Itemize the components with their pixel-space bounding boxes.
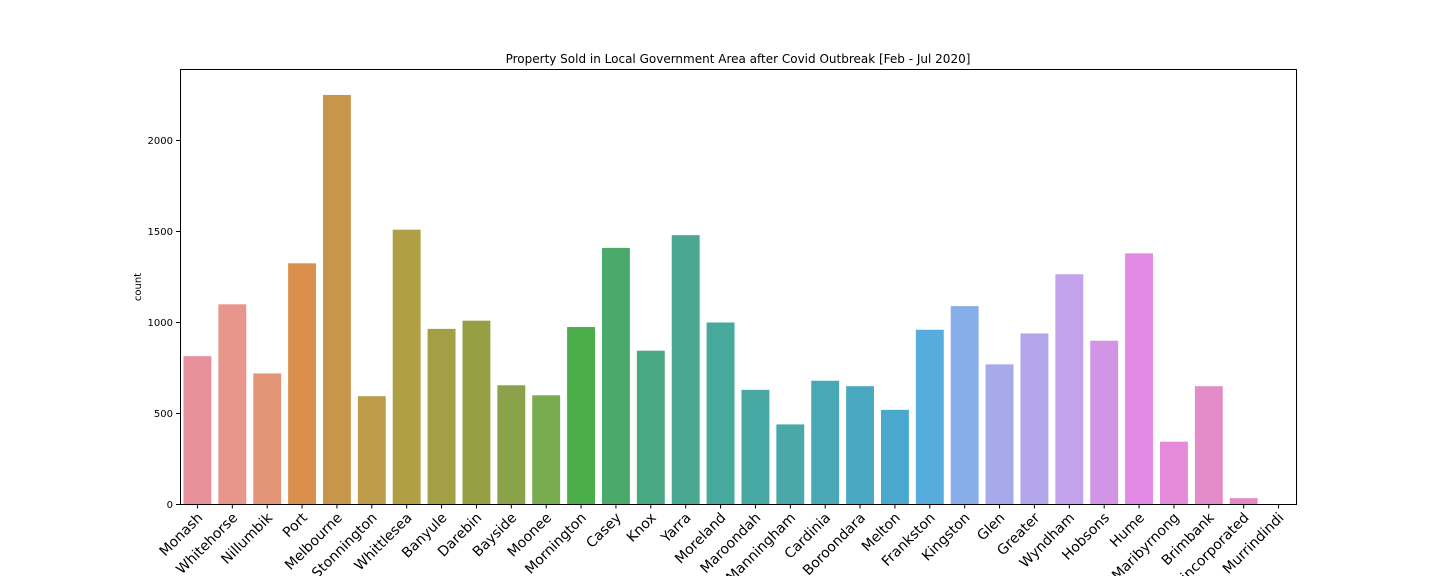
y-tick-label: 2000 — [148, 136, 173, 147]
bar-maroondah — [741, 389, 770, 505]
y-tick-label: 500 — [154, 409, 173, 420]
bar-monash — [183, 356, 212, 505]
bar-whittlesea — [392, 229, 421, 505]
bar-darebin — [462, 320, 491, 505]
x-tick-label-casey: Casey — [583, 510, 624, 551]
bar-glen — [985, 364, 1014, 505]
bars-group — [183, 94, 1258, 505]
bar-wyndham — [1055, 274, 1084, 505]
bar-moreland — [706, 322, 735, 505]
bar-cardinia — [811, 380, 840, 505]
bar-maribyrnong — [1159, 441, 1188, 505]
bar-kingston — [950, 306, 979, 505]
bar-brimbank — [1194, 386, 1223, 505]
y-tick-label: 0 — [167, 500, 173, 511]
bar-unincorporated — [1229, 498, 1258, 505]
bar-greater — [1020, 333, 1049, 505]
bar-hume — [1125, 253, 1154, 505]
bar-boroondara — [846, 386, 875, 505]
x-tick-label-knox: Knox — [624, 510, 660, 546]
bar-casey — [601, 247, 630, 505]
chart-title: Property Sold in Local Government Area a… — [506, 52, 971, 66]
bar-banyule — [427, 328, 456, 505]
plot-frame — [180, 69, 1297, 505]
bar-hobsons — [1090, 340, 1119, 505]
x-tick-label-port: Port — [280, 510, 311, 541]
bar-moonee — [532, 395, 561, 505]
bar-mornington — [567, 327, 596, 505]
bar-manningham — [776, 424, 805, 505]
y-tick-label: 1500 — [148, 227, 173, 238]
bar-port — [288, 263, 317, 505]
bar-melbourne — [322, 94, 351, 505]
bar-knox — [636, 350, 665, 505]
y-axis-ticks: 0 500 1000 1500 2000 — [148, 136, 180, 511]
bar-melton — [880, 409, 909, 505]
bar-yarra — [671, 235, 700, 505]
bar-stonnington — [357, 396, 386, 505]
bar-whitehorse — [218, 304, 247, 505]
y-axis-label: count — [133, 273, 144, 301]
bar-bayside — [497, 385, 526, 505]
bar-nillumbik — [253, 373, 282, 505]
y-tick-label: 1000 — [148, 318, 173, 329]
bar-frankston — [915, 329, 944, 505]
